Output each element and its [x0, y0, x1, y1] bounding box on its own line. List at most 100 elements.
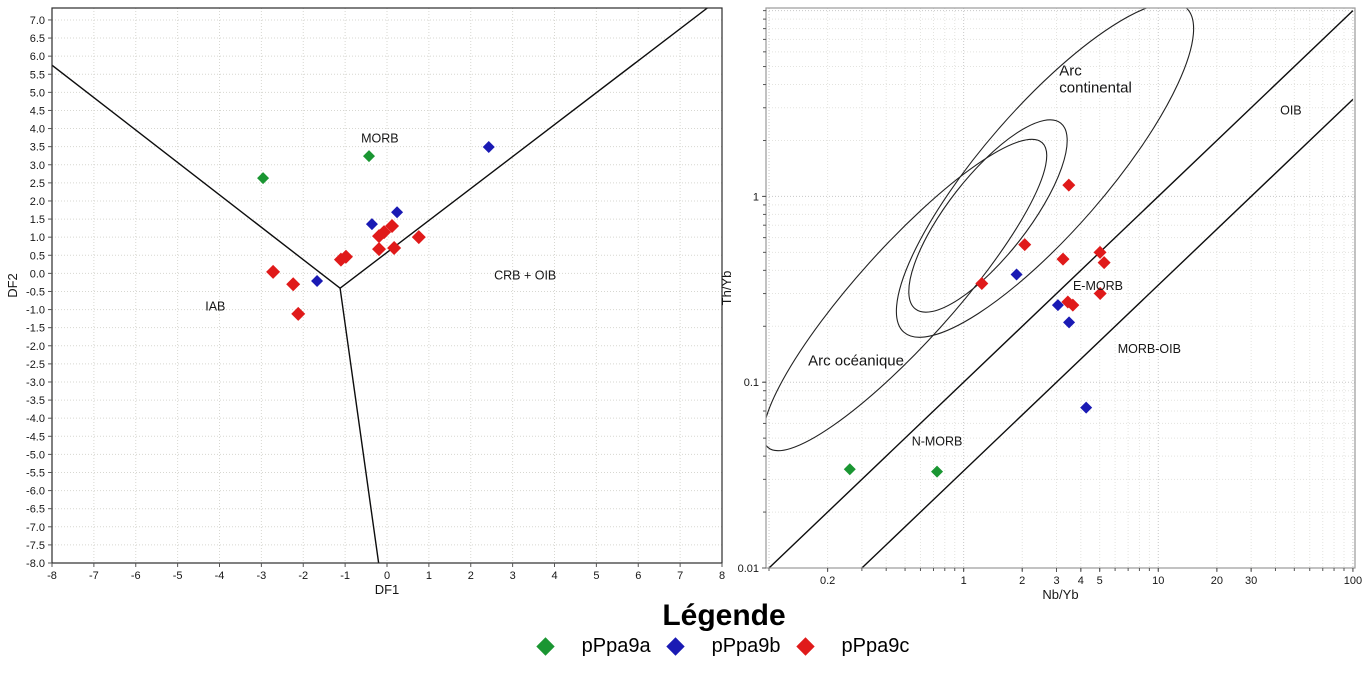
x-tick-label: -3 [256, 570, 266, 582]
y-tick-label: 0.5 [30, 250, 45, 262]
y-tick-label: -2.5 [26, 359, 45, 371]
y-tick-label: 5.5 [30, 69, 45, 81]
plot-area [52, 8, 708, 563]
region-label: MORB-OIB [1118, 342, 1181, 356]
gridlines [766, 8, 1355, 568]
x-tick-label: -2 [298, 570, 308, 582]
y-tick-label: -3.0 [26, 377, 45, 389]
y-tick-label: 1 [753, 191, 759, 203]
x-tick-label: -4 [215, 570, 225, 582]
field-boundary-line [339, 8, 708, 289]
y-tick-label: -6.0 [26, 486, 45, 498]
legend-item: pPpa9b [665, 634, 781, 658]
legend-item: pPpa9a [535, 635, 651, 658]
x-tick-label: 20 [1211, 575, 1223, 587]
series-pPpa9a [257, 150, 375, 185]
legend-item-label: pPpa9c [841, 634, 910, 657]
data-point [1093, 245, 1107, 259]
data-point [365, 218, 378, 231]
df1-df2-chart: MORB IAB CRB + OIB -8 -7 -6 -5 -4 -3 -2 -1 0 1 2 3 4 5 6 7… [5, 7, 725, 597]
data-point [372, 242, 387, 257]
region-label: OIB [1280, 104, 1302, 118]
y-tick-label: -1.0 [26, 305, 45, 317]
data-point [391, 206, 404, 219]
y-tick-label: -5.0 [26, 449, 45, 461]
x-tick-label: -7 [89, 570, 99, 582]
x-tick-label: -1 [340, 570, 350, 582]
x-tick-label: 4 [1078, 575, 1084, 587]
data-point [362, 150, 375, 163]
x-tick-label: 7 [677, 570, 683, 582]
data-point [372, 229, 387, 244]
y-tick-label: 4.5 [30, 105, 45, 117]
legend-title: Légende [662, 599, 786, 632]
gridlines [51, 8, 723, 564]
legend-diamond-icon [535, 636, 555, 656]
x-tick-label: -6 [131, 570, 141, 582]
x-tick-label: 100 [1344, 575, 1362, 587]
data-point [1056, 252, 1070, 266]
data-point [482, 141, 495, 154]
field-boundary-line [52, 64, 341, 289]
data-point [291, 306, 306, 321]
y-axis-title: DF2 [5, 273, 20, 298]
x-tick-label: -8 [47, 570, 57, 582]
arc-continental-inner-ellipse [908, 119, 1068, 313]
data-point [385, 218, 400, 233]
legend: Légende pPpa9a pPpa9b pPpa9c [0, 600, 1368, 658]
data-point [975, 276, 989, 290]
y-tick-label: 2.0 [30, 196, 45, 208]
x-tick-label: 4 [551, 570, 557, 582]
data-point [411, 230, 426, 245]
x-axis-title: Nb/Yb [1042, 587, 1078, 602]
x-tick-label: 3 [510, 570, 516, 582]
series-pPpa9b [311, 141, 495, 287]
y-tick-label: -4.0 [26, 413, 45, 425]
data-point [1097, 256, 1111, 270]
y-tick-label: -0.5 [26, 286, 45, 298]
y-tick-label: 5.0 [30, 87, 45, 99]
data-point [1010, 268, 1023, 281]
data-point [333, 252, 348, 267]
field-boundary-line [768, 10, 1354, 568]
data-point [266, 264, 281, 279]
y-tick-label: 6.5 [30, 33, 45, 45]
region-label: Arc continental [1059, 63, 1132, 97]
x-tick-label: 0 [384, 570, 390, 582]
arc-oceanique-ellipse [766, 138, 1048, 452]
legend-item-label: pPpa9b [711, 634, 781, 657]
x-tick-label: 5 [593, 570, 599, 582]
data-point [1062, 178, 1076, 192]
y-tick-label: -6.5 [26, 504, 45, 516]
region-label: MORB [361, 131, 399, 145]
y-tick-label: -3.5 [26, 395, 45, 407]
y-tick-label: 7.0 [30, 15, 45, 27]
y-tick-label: -2.0 [26, 341, 45, 353]
x-tick-label: 2 [1019, 575, 1025, 587]
region-label: N-MORB [912, 434, 963, 448]
field-boundary-line [861, 98, 1354, 568]
y-tick-label: 0.0 [30, 268, 45, 280]
region-label: E-MORB [1073, 279, 1123, 293]
data-point [338, 249, 353, 264]
x-axis-title: DF1 [375, 582, 400, 597]
data-point [1018, 238, 1032, 252]
y-tick-label: -7.5 [26, 540, 45, 552]
data-point [1063, 316, 1076, 329]
series-pPpa9c [975, 178, 1111, 312]
x-tick-label: 10 [1152, 575, 1164, 587]
axis-ticks: -8 -7 -6 -5 -4 -3 -2 -1 0 1 2 3 4 5 6 7 8 7.0 6.5 6.0 5.5 5.0… [26, 15, 725, 582]
data-point [1093, 287, 1107, 301]
x-tick-label: 1 [961, 575, 967, 587]
x-tick-label: 8 [719, 570, 725, 582]
x-tick-label: 2 [468, 570, 474, 582]
y-axis-title: Th/Yb [719, 271, 734, 306]
y-tick-label: 6.0 [30, 51, 45, 63]
data-point [843, 463, 856, 476]
y-tick-label: 0.1 [744, 377, 759, 389]
nbyb-thyb-chart: Arc continental Arc océanique OIB E-MORB MORB… [719, 7, 1362, 602]
y-tick-label: -8.0 [26, 558, 45, 570]
y-tick-label: 1.5 [30, 214, 45, 226]
data-point [257, 172, 270, 185]
